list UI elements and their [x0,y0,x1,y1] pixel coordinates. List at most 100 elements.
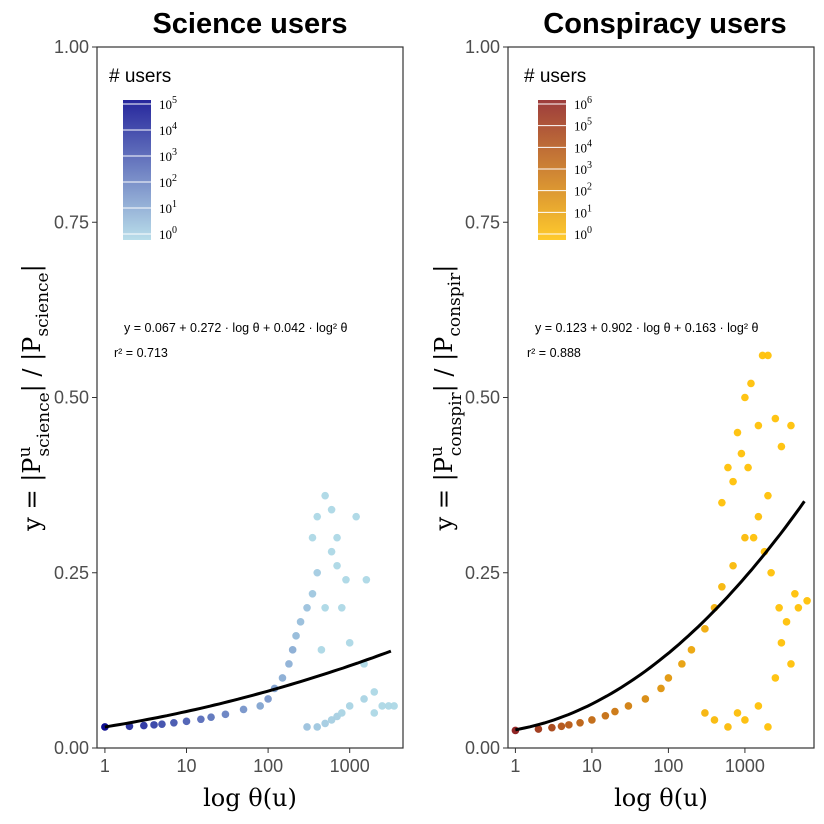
y-tick-label: 0.25 [54,563,89,583]
legend-tick-exp: 5 [587,117,592,128]
data-point [744,463,752,472]
data-point [285,660,293,668]
data-point [278,674,287,682]
x-tick-label: 10 [176,756,196,776]
legend-tick-exp: 0 [172,225,177,236]
data-point [777,639,786,647]
data-point [317,646,326,654]
data-point [303,604,311,612]
legend-tick-base: 10 [159,175,172,190]
data-point [308,589,317,598]
data-point [308,533,317,542]
data-point [611,707,619,716]
legend-tick-label: 102 [159,173,177,190]
scatter-points [511,351,811,735]
fit-r2: r² = 0.713 [114,346,168,360]
legend-tick-base: 10 [159,97,172,112]
data-point [741,533,749,542]
data-point [747,379,755,388]
legend-colorbar [538,100,566,240]
data-point [239,705,248,714]
legend-tick-label: 105 [574,117,592,134]
data-point [345,639,354,647]
x-tick-label: 100 [653,756,683,776]
data-point [303,723,311,731]
y-tick-label: 0.75 [54,212,89,232]
data-point [565,721,573,729]
ylabel-sub1: science [34,392,54,456]
x-tick-label: 1 [100,756,110,776]
data-point [370,688,379,696]
data-point [754,512,763,521]
legend-tick-exp: 0 [587,225,592,236]
data-point [384,702,393,710]
chart-title: Conspiracy users [543,8,786,40]
legend-tick-base: 10 [574,162,587,177]
data-point [758,351,767,360]
legend-tick-label: 103 [574,160,592,177]
data-point [754,702,763,710]
legend-tick-label: 106 [574,95,592,112]
data-point [601,711,610,720]
data-point [264,695,272,703]
data-point [390,702,398,710]
ylabel-lhs: y = |P [430,457,459,531]
legend-tick-exp: 1 [587,203,592,214]
data-point [321,719,329,728]
data-point [337,604,346,612]
data-point [764,491,772,500]
ylabel-sub1: conspir [446,391,466,456]
data-point [787,421,795,430]
legend-tick-base: 10 [159,149,172,164]
legend-tick-base: 10 [159,201,172,216]
data-point [749,533,758,542]
x-tick-label: 1 [510,756,520,776]
data-point [345,702,354,710]
legend-tick-label: 102 [574,182,592,199]
legend-tick-exp: 2 [172,173,177,184]
y-tick-label: 0.00 [465,738,500,758]
legend-tick-base: 10 [574,119,587,134]
fit-r2: r² = 0.888 [527,346,581,360]
x-tick-label: 10 [582,756,602,776]
data-point [292,632,300,640]
data-point [288,646,297,654]
legend-tick-base: 10 [159,227,172,242]
data-point [321,604,329,612]
data-point [360,695,368,703]
y-tick-label: 0.00 [54,738,89,758]
legend-tick-label: 104 [574,138,592,155]
data-point [158,720,166,728]
data-point [737,449,746,458]
legend-tick-exp: 2 [587,182,592,193]
legend-tick-exp: 6 [587,95,592,106]
data-point [557,722,566,731]
data-point [767,568,775,577]
legend-tick-exp: 4 [587,138,592,149]
data-point [741,716,749,724]
legend-tick-base: 10 [574,227,587,242]
legend-tick-base: 10 [574,97,587,112]
data-point [791,589,799,598]
data-point [741,393,749,402]
data-point [588,716,596,724]
ylabel-end: | [430,265,459,273]
data-point [733,428,742,437]
data-point [197,715,205,724]
data-point [733,709,742,717]
data-point [701,709,709,717]
y-axis-label: y = |Puscience| / |Pscience| [15,264,54,531]
legend-tick-exp: 1 [172,199,177,210]
data-point [207,713,215,721]
legend-colorbar [123,100,151,240]
y-tick-label: 0.75 [465,212,500,232]
data-point [140,721,148,730]
data-point [687,646,696,654]
data-point [327,505,336,514]
data-point [333,533,341,542]
fit-equation: y = 0.067 + 0.272 · log θ + 0.042 · log²… [124,321,347,335]
data-point [313,568,322,577]
legend-tick-label: 100 [574,225,592,242]
data-point [641,695,650,703]
